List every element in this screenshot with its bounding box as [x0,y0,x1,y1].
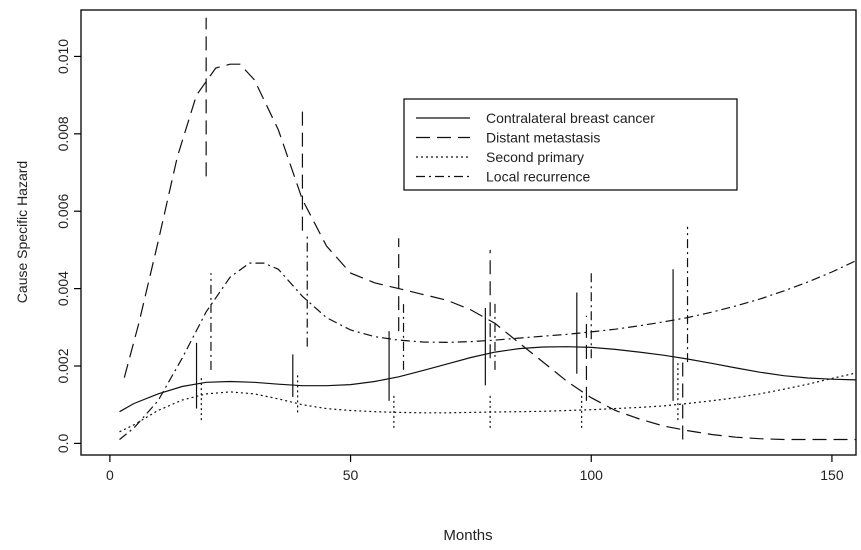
x-tick-label: 100 [580,467,604,483]
series-line-distant-metastasis [123,63,856,441]
y-axis-label: Cause Specific Hazard [14,161,30,303]
y-tick-label: 0.004 [55,271,71,306]
x-tick-label: 50 [343,467,359,483]
x-axis-label: Months [443,527,492,544]
y-tick-label: 0.006 [55,193,71,228]
y-tick-label: 0.002 [55,348,71,383]
x-tick-label: 0 [106,467,114,483]
plot-frame [80,9,857,456]
y-tick-label: 0.010 [55,39,71,74]
legend-label-contralateral-breast-cancer: Contralateral breast cancer [486,110,655,126]
series-line-contralateral-breast-cancer [119,346,856,413]
legend-label-distant-metastasis: Distant metastasis [486,130,600,146]
axes-layer: 0 50 100 150 0.0 0.002 0.004 0.006 0.008 0.010 [55,39,844,483]
legend-entries: Contralateral breast cancer Distant metas… [416,110,655,185]
legend-box [403,98,738,191]
legend-label-local-recurrence: Local recurrence [486,169,590,185]
legend: Contralateral breast cancer Distant metas… [403,98,738,191]
x-tick-label: 150 [820,467,844,483]
y-tick-label: 0.0 [55,433,71,453]
y-tick-label: 0.008 [55,116,71,151]
legend-label-second-primary: Second primary [486,149,584,165]
series-layer [119,17,856,441]
series-line-local-recurrence [119,260,856,440]
